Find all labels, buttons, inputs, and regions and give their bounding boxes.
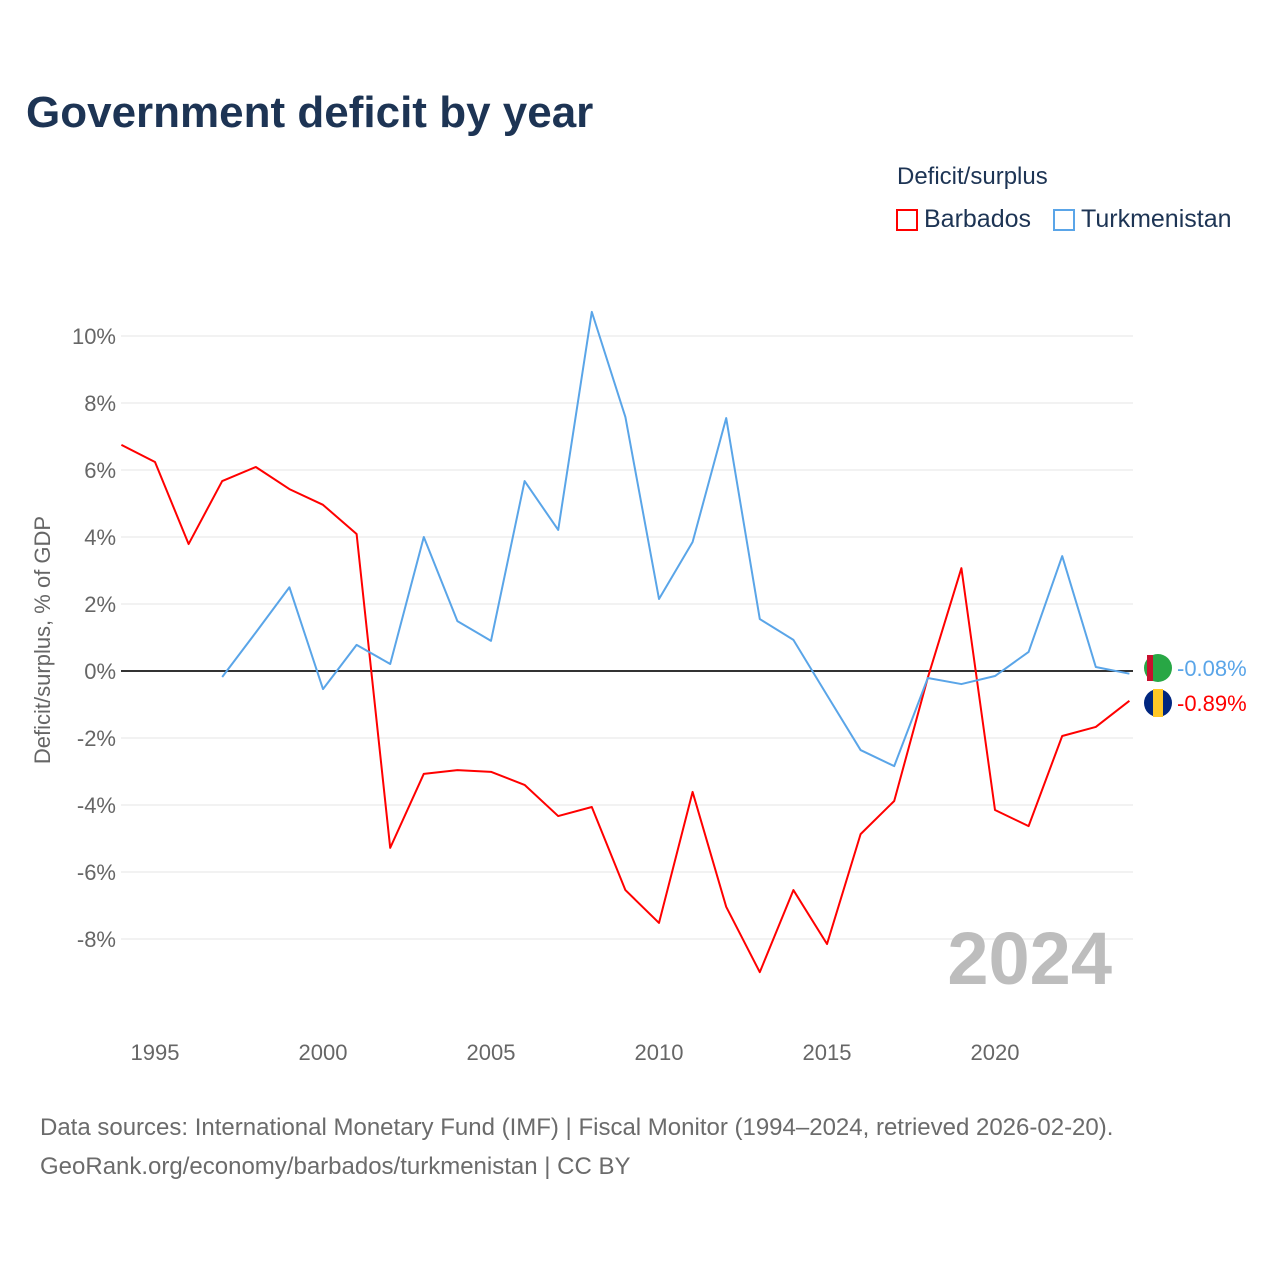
legend-label: Turkmenistan — [1081, 205, 1232, 233]
legend-swatch — [896, 208, 918, 231]
legend-item-barbados[interactable]: Barbados — [896, 205, 1031, 234]
y-tick-label: -8% — [77, 927, 116, 952]
x-tick-label: 2000 — [299, 1040, 348, 1065]
flag-stripe — [1147, 655, 1153, 681]
source-text: Data sources: International Monetary Fun… — [40, 1114, 1114, 1141]
series-line-barbados — [120, 443, 1131, 974]
end-value-label: -0.89% — [1177, 691, 1247, 716]
y-tick-label: 10% — [72, 324, 116, 349]
source-link[interactable]: GeoRank.org/economy/barbados/turkmenista… — [40, 1153, 631, 1180]
y-tick-label: 6% — [84, 458, 116, 483]
flag-stripe — [1153, 689, 1163, 717]
x-tick-label: 2010 — [635, 1040, 684, 1065]
y-tick-label: -2% — [77, 726, 116, 751]
y-tick-label: 0% — [84, 659, 116, 684]
legend-swatch — [1053, 208, 1075, 231]
y-tick-label: 8% — [84, 391, 116, 416]
legend-item-turkmenistan[interactable]: Turkmenistan — [1053, 205, 1232, 234]
y-tick-label: 2% — [84, 592, 116, 617]
x-tick-label: 2015 — [803, 1040, 852, 1065]
chart-title: Government deficit by year — [26, 88, 594, 137]
y-axis-label: Deficit/surplus, % of GDP — [30, 516, 55, 764]
y-tick-label: -4% — [77, 793, 116, 818]
series-line-turkmenistan — [221, 310, 1130, 768]
end-value-label: -0.08% — [1177, 656, 1247, 681]
year-watermark: 2024 — [947, 917, 1112, 1000]
footer: Data sources: International Monetary Fun… — [40, 1108, 1113, 1186]
x-tick-label: 1995 — [131, 1040, 180, 1065]
y-tick-label: -6% — [77, 860, 116, 885]
x-tick-label: 2020 — [971, 1040, 1020, 1065]
x-tick-label: 2005 — [467, 1040, 516, 1065]
legend-title: Deficit/surplus — [897, 163, 1048, 190]
legend-label: Barbados — [924, 205, 1032, 233]
y-tick-label: 4% — [84, 525, 116, 550]
